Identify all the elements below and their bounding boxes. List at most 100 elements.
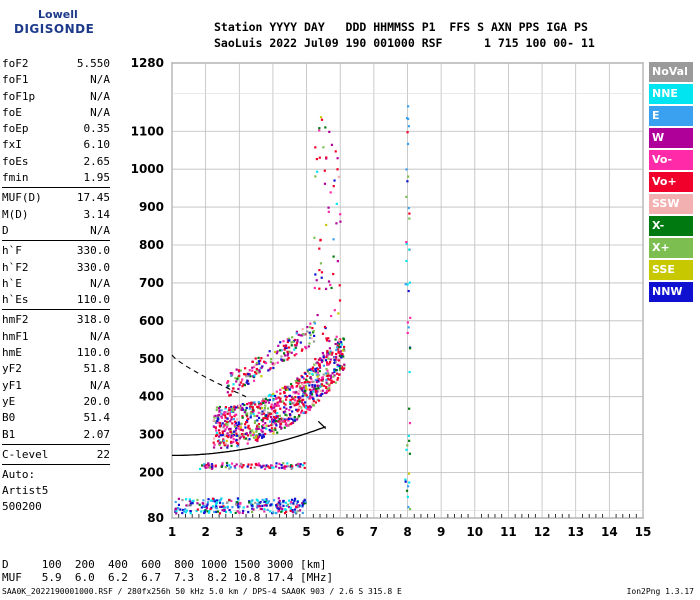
echo-point [196, 502, 199, 505]
axis-ticks: 1 2 3 4 5 6 7 8 9 10 11 12 13 14 158020030040050060070… [131, 56, 652, 539]
param-label: h`F [2, 244, 22, 258]
echo-point [319, 238, 322, 241]
echo-point [175, 512, 178, 515]
param-row: fmin 1.95 [2, 170, 110, 186]
echo-point [224, 510, 228, 514]
echo-point [238, 505, 241, 508]
echo-point [297, 392, 300, 395]
echo-point [255, 361, 259, 365]
echo-point [405, 242, 408, 245]
echo-point [177, 507, 180, 510]
echo-point [257, 360, 261, 363]
echo-point [233, 465, 236, 468]
echo-point [300, 388, 303, 391]
echo-point [220, 415, 223, 418]
echo-point [339, 341, 343, 344]
echo-point [296, 385, 299, 388]
echo-point [406, 131, 409, 134]
echo-point [407, 485, 410, 488]
echo-point [268, 466, 271, 469]
echo-point [198, 503, 201, 506]
echo-point [248, 427, 251, 430]
echo-point [310, 378, 313, 381]
auto-scaling-line: Artist5 [2, 484, 49, 498]
param-value: 2.07 [83, 427, 111, 441]
echo-point [226, 505, 229, 508]
echo-point [189, 509, 192, 513]
echo-point [237, 427, 240, 430]
echo-point [298, 509, 302, 512]
echo-point [270, 424, 273, 427]
echo-point [336, 363, 339, 366]
echo-point [322, 356, 326, 360]
echo-point [252, 412, 255, 416]
echo-point [279, 388, 282, 392]
echo-point [285, 424, 289, 427]
echo-point [314, 389, 318, 393]
echo-point [225, 420, 229, 424]
echo-point [311, 404, 315, 407]
echo-point [246, 434, 250, 437]
echo-point [267, 394, 270, 397]
echo-point [337, 341, 340, 344]
echo-point [213, 415, 216, 418]
legend-item: SSW [649, 194, 693, 214]
echo-point [305, 394, 309, 397]
echo-point [225, 464, 229, 467]
echo-point [239, 424, 243, 427]
echo-point [306, 396, 309, 399]
echo-point [285, 345, 288, 348]
echo-point [228, 467, 231, 470]
echo-point [309, 396, 312, 399]
echo-point [218, 409, 221, 412]
echo-point [264, 465, 268, 468]
echo-point [324, 326, 327, 330]
echo-point [289, 402, 292, 405]
echo-point [282, 340, 285, 343]
echo-point [259, 507, 262, 510]
echo-point [241, 415, 244, 418]
echo-point [407, 434, 410, 438]
echo-point [261, 400, 264, 403]
echo-point [251, 406, 254, 409]
echo-point [280, 466, 284, 469]
echo-point [333, 309, 336, 312]
echo-point [322, 364, 326, 367]
echo-point [174, 510, 177, 513]
echo-point [228, 410, 231, 413]
echo-point [319, 394, 323, 397]
echo-point [339, 213, 342, 216]
echo-point [271, 464, 274, 467]
echo-point [310, 369, 313, 372]
echo-point [291, 421, 295, 424]
echo-point [236, 406, 240, 409]
echo-point [258, 464, 261, 467]
echo-point [233, 414, 236, 418]
echo-point [315, 279, 318, 282]
echo-point [295, 403, 298, 406]
echo-point [224, 466, 227, 469]
param-row: h`F 330.0 [2, 243, 110, 259]
echo-point [257, 406, 260, 409]
header-line1: Station YYYY DAY DDD HHMMSS P1 FFS S AXN… [214, 20, 588, 34]
echo-point [310, 389, 314, 392]
echo-point [301, 383, 304, 386]
y-tick-label: 800 [139, 238, 164, 252]
echo-point [284, 403, 287, 406]
echo-point [241, 466, 244, 469]
echo-point [295, 505, 298, 508]
echo-point [339, 367, 342, 370]
echo-point [207, 498, 210, 501]
echo-point [280, 510, 283, 513]
echo-point [320, 383, 323, 386]
echo-point [287, 419, 290, 422]
echo-point [286, 462, 289, 465]
echo-point [319, 385, 322, 388]
echo-point [250, 510, 254, 514]
echo-point [405, 448, 408, 451]
echo-point [408, 370, 411, 374]
echo-point [205, 464, 208, 467]
echo-point [316, 371, 320, 374]
echo-point [233, 405, 236, 409]
echo-point [229, 440, 233, 444]
